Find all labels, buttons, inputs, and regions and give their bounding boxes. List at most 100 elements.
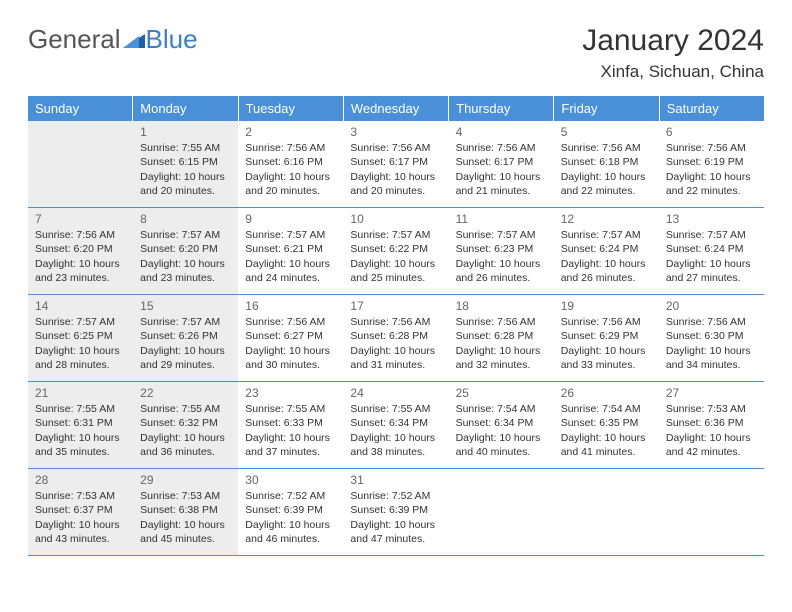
day-info-line: Sunrise: 7:57 AM [456,228,547,242]
day-info-line: Sunset: 6:15 PM [140,155,231,169]
day-cell: 10Sunrise: 7:57 AMSunset: 6:22 PMDayligh… [343,208,448,294]
day-number: 21 [35,385,126,401]
day-info-line: Sunset: 6:19 PM [666,155,757,169]
day-number: 20 [666,298,757,314]
day-cell: 4Sunrise: 7:56 AMSunset: 6:17 PMDaylight… [449,121,554,207]
week-row: 21Sunrise: 7:55 AMSunset: 6:31 PMDayligh… [28,382,764,469]
day-info-line: Daylight: 10 hours and 30 minutes. [245,344,336,372]
day-info-line: Sunrise: 7:57 AM [666,228,757,242]
day-info-line: Daylight: 10 hours and 24 minutes. [245,257,336,285]
day-info-line: Daylight: 10 hours and 22 minutes. [561,170,652,198]
day-info-line: Sunrise: 7:56 AM [666,315,757,329]
day-info-line: Sunset: 6:30 PM [666,329,757,343]
day-number: 31 [350,472,441,488]
day-cell [28,121,133,207]
weeks-container: 1 Sunrise: 7:55 AM Sunset: 6:15 PM Daylight… [28,121,764,556]
day-info-line: Sunrise: 7:57 AM [245,228,336,242]
day-info-line: Sunrise: 7:55 AM [35,402,126,416]
day-info-line: Sunrise: 7:56 AM [350,141,441,155]
day-info-line: Sunset: 6:26 PM [140,329,231,343]
day-header-row: SundayMondayTuesdayWednesdayThursdayFrid… [28,96,764,121]
day-info-line: Sunset: 6:37 PM [35,503,126,517]
day-info-line: Sunset: 6:38 PM [140,503,231,517]
day-number: 4 [456,124,547,140]
day-info-line: Daylight: 10 hours and 34 minutes. [666,344,757,372]
day-header: Wednesday [344,96,449,121]
day-cell: 20Sunrise: 7:56 AMSunset: 6:30 PMDayligh… [659,295,764,381]
day-info-line: Sunset: 6:21 PM [245,242,336,256]
location: Xinfa, Sichuan, China [582,62,764,82]
day-cell: 7Sunrise: 7:56 AMSunset: 6:20 PMDaylight… [28,208,133,294]
day-info-line: Sunset: 6:31 PM [35,416,126,430]
day-info-line: Daylight: 10 hours and 26 minutes. [561,257,652,285]
day-info-line: Sunrise: 7:56 AM [561,315,652,329]
day-info-line: Daylight: 10 hours and 36 minutes. [140,431,231,459]
day-cell: 16Sunrise: 7:56 AMSunset: 6:27 PMDayligh… [238,295,343,381]
day-cell: 13Sunrise: 7:57 AMSunset: 6:24 PMDayligh… [659,208,764,294]
calendar: SundayMondayTuesdayWednesdayThursdayFrid… [28,96,764,556]
logo-triangle-icon [123,32,145,48]
day-number: 7 [35,211,126,227]
day-info-line: Sunrise: 7:54 AM [456,402,547,416]
day-info-line: Daylight: 10 hours and 37 minutes. [245,431,336,459]
day-info-line: Sunrise: 7:55 AM [350,402,441,416]
day-info-line: Sunrise: 7:53 AM [140,489,231,503]
day-number: 24 [350,385,441,401]
day-header: Thursday [449,96,554,121]
day-info-line: Sunrise: 7:52 AM [245,489,336,503]
day-info-line: Sunrise: 7:55 AM [140,402,231,416]
day-info-line: Daylight: 10 hours and 21 minutes. [456,170,547,198]
day-cell: 9Sunrise: 7:57 AMSunset: 6:21 PMDaylight… [238,208,343,294]
day-number: 16 [245,298,336,314]
day-number: 18 [456,298,547,314]
day-number: 27 [666,385,757,401]
day-number: 17 [350,298,441,314]
day-header: Tuesday [239,96,344,121]
day-info-line: Sunrise: 7:56 AM [245,141,336,155]
day-cell: 25Sunrise: 7:54 AMSunset: 6:34 PMDayligh… [449,382,554,468]
day-info-line: Daylight: 10 hours and 29 minutes. [140,344,231,372]
day-cell: 11Sunrise: 7:57 AMSunset: 6:23 PMDayligh… [449,208,554,294]
day-cell: 8Sunrise: 7:57 AMSunset: 6:20 PMDaylight… [133,208,238,294]
day-number: 1 [140,124,231,140]
day-cell: 5Sunrise: 7:56 AMSunset: 6:18 PMDaylight… [554,121,659,207]
day-header: Saturday [660,96,764,121]
day-info-line: Sunrise: 7:56 AM [245,315,336,329]
day-cell [449,469,554,555]
day-number: 28 [35,472,126,488]
day-number: 8 [140,211,231,227]
header: General Blue January 2024 Xinfa, Sichuan… [28,24,764,82]
day-info-line: Daylight: 10 hours and 32 minutes. [456,344,547,372]
week-row: 1Sunrise: 7:55 AMSunset: 6:15 PMDaylight… [28,121,764,208]
day-info-line: Sunset: 6:24 PM [561,242,652,256]
day-info-line: Sunset: 6:20 PM [35,242,126,256]
logo-text: General Blue [28,24,198,55]
day-info-line: Sunset: 6:27 PM [245,329,336,343]
day-info-line: Sunrise: 7:57 AM [140,315,231,329]
day-info-line: Sunrise: 7:54 AM [561,402,652,416]
day-info-line: Sunrise: 7:52 AM [350,489,441,503]
day-cell: 6Sunrise: 7:56 AMSunset: 6:19 PMDaylight… [659,121,764,207]
day-info-line: Daylight: 10 hours and 31 minutes. [350,344,441,372]
day-info-line: Sunrise: 7:57 AM [350,228,441,242]
day-number: 15 [140,298,231,314]
day-info-line: Daylight: 10 hours and 23 minutes. [140,257,231,285]
day-info-line: Sunrise: 7:56 AM [666,141,757,155]
day-cell: 19Sunrise: 7:56 AMSunset: 6:29 PMDayligh… [554,295,659,381]
day-cell [659,469,764,555]
day-info-line: Daylight: 10 hours and 45 minutes. [140,518,231,546]
day-header: Monday [133,96,238,121]
day-info-line: Sunset: 6:16 PM [245,155,336,169]
day-cell: 15Sunrise: 7:57 AMSunset: 6:26 PMDayligh… [133,295,238,381]
day-info-line: Sunset: 6:28 PM [456,329,547,343]
day-info-line: Daylight: 10 hours and 42 minutes. [666,431,757,459]
day-info-line: Sunset: 6:28 PM [350,329,441,343]
day-header: Friday [554,96,659,121]
day-info-line: Sunset: 6:17 PM [350,155,441,169]
day-cell: 12Sunrise: 7:57 AMSunset: 6:24 PMDayligh… [554,208,659,294]
day-info-line: Sunset: 6:35 PM [561,416,652,430]
day-cell: 29Sunrise: 7:53 AMSunset: 6:38 PMDayligh… [133,469,238,555]
day-info-line: Sunset: 6:17 PM [456,155,547,169]
day-number: 14 [35,298,126,314]
week-row: 14Sunrise: 7:57 AMSunset: 6:25 PMDayligh… [28,295,764,382]
